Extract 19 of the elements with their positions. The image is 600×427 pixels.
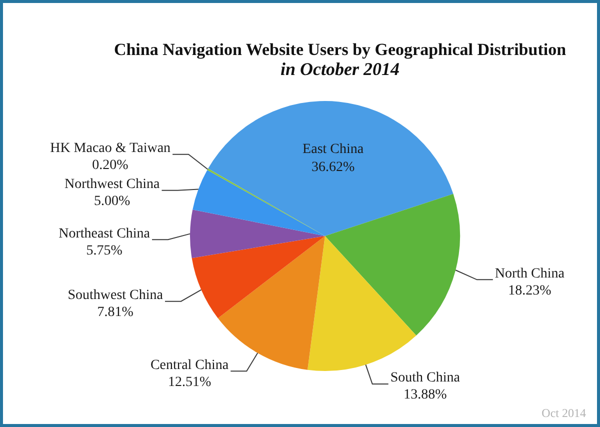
data-label: 12.51%	[168, 374, 212, 390]
slice-label: Central China	[150, 358, 230, 373]
slice-label: Northeast China	[58, 226, 151, 242]
data-label: 5.00%	[94, 194, 131, 210]
slice-label: South China	[390, 370, 461, 386]
chart-title: China Navigation Website Users by Geographical Distribution	[112, 40, 568, 60]
chart-subtitle: in October 2014	[280, 59, 400, 80]
data-label: 0.20%	[92, 158, 129, 174]
slice-label: Southwest China	[68, 288, 164, 304]
data-label: 5.75%	[86, 243, 123, 258]
text: Oct 2014	[542, 406, 586, 421]
data-label: 36.62%	[311, 160, 355, 175]
slice-label: HK Macao & Taiwan	[50, 141, 171, 156]
data-label: 7.81%	[97, 305, 134, 320]
data-label: 13.88%	[404, 388, 448, 403]
slice-label: East China	[302, 142, 364, 157]
slice-label: Northwest China	[64, 177, 161, 192]
slice-label: North China	[494, 266, 566, 282]
data-label: 18.23%	[508, 283, 552, 298]
